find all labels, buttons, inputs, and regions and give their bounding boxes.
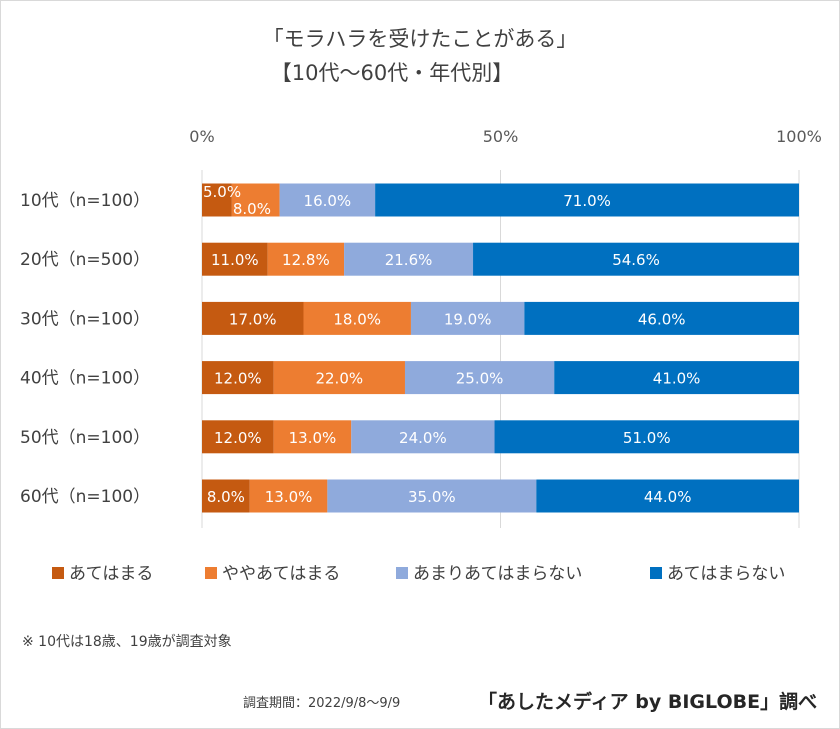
gridlines [201, 170, 800, 528]
legend-label: あてはまる [69, 564, 153, 584]
bar-segment [202, 361, 274, 395]
data-label: 5.0% [203, 183, 241, 201]
data-label: 12.0% [214, 370, 262, 388]
data-label: 46.0% [638, 310, 686, 328]
category-labels: 10代（n=100） 20代（n=500） 30代（n=100） 40代（n=100）… [20, 191, 150, 507]
data-label: 17.0% [229, 310, 277, 328]
bars [202, 183, 799, 513]
category-label: 10代（n=100） [20, 191, 150, 211]
legend-label: あてはまらない [667, 564, 785, 584]
credit: 「あしたメディア by BIGLOBE」調べ [478, 691, 818, 713]
data-label: 41.0% [653, 370, 701, 388]
data-label: 35.0% [408, 488, 456, 506]
bar-segment [303, 301, 411, 335]
bar-segment [410, 301, 525, 335]
bar-segment [344, 242, 474, 276]
legend-swatch [650, 567, 662, 579]
legend-label: あまりあてはまらない [413, 564, 582, 584]
bar-segment [404, 361, 555, 395]
bar-segment [202, 183, 232, 217]
bar-segment [494, 420, 799, 454]
data-label: 19.0% [444, 310, 492, 328]
data-label: 18.0% [333, 310, 381, 328]
data-label: 12.8% [282, 251, 330, 269]
chart-subtitle: 【10代～60代・年代別】 [271, 61, 513, 85]
data-label: 12.0% [214, 429, 262, 447]
bar-segment [202, 242, 268, 276]
chart-title: 「モラハラを受けたことがある」 [263, 27, 578, 51]
footnote: ※ 10代は18歳、19歳が調査対象 [22, 634, 232, 650]
data-label: 22.0% [315, 370, 363, 388]
data-label: 51.0% [623, 429, 671, 447]
bar-segment [202, 420, 274, 454]
x-axis-ticks: 0% 50% 100% [189, 127, 822, 146]
legend-swatch [396, 567, 408, 579]
bar-segment [375, 183, 799, 217]
bar-segment [473, 242, 799, 276]
bar-segment [267, 242, 345, 276]
category-label: 60代（n=100） [20, 487, 150, 507]
data-label: 8.0% [233, 200, 271, 218]
category-label: 50代（n=100） [20, 428, 150, 448]
bar-segment [231, 183, 280, 217]
bar-segment [536, 479, 799, 513]
legend-swatch [52, 567, 64, 579]
bar-segment [327, 479, 537, 513]
bar-segment [202, 479, 250, 513]
data-label: 21.6% [385, 251, 433, 269]
bar-segment [249, 479, 328, 513]
data-label: 54.6% [612, 251, 660, 269]
data-label: 11.0% [211, 251, 259, 269]
data-label: 16.0% [304, 192, 352, 210]
bar-segment [273, 361, 405, 395]
legend-label: ややあてはまる [222, 564, 340, 584]
x-tick-label: 100% [776, 127, 822, 146]
data-labels: 5.0%8.0% 16.0% 71.0%11.0% 12.8% 21.6% 54.6%17… [203, 183, 700, 506]
bar-segment [554, 361, 799, 395]
bar-segment [279, 183, 376, 217]
category-label: 20代（n=500） [20, 250, 150, 270]
legend: あてはまる ややあてはまる あまりあてはまらない あてはまらない [52, 564, 785, 584]
category-label: 30代（n=100） [20, 309, 150, 329]
bar-segment [273, 420, 352, 454]
data-label: 24.0% [399, 429, 447, 447]
data-label: 13.0% [289, 429, 337, 447]
bar-segment [524, 301, 799, 335]
survey-period: 調査期間：2022/9/8～9/9 [243, 696, 401, 711]
data-label: 71.0% [563, 192, 611, 210]
data-label: 8.0% [207, 488, 245, 506]
category-label: 40代（n=100） [20, 369, 150, 389]
data-label: 44.0% [644, 488, 692, 506]
bar-segment [351, 420, 495, 454]
x-tick-label: 50% [483, 127, 519, 146]
x-tick-label: 0% [189, 127, 214, 146]
legend-swatch [205, 567, 217, 579]
data-label: 25.0% [456, 370, 504, 388]
data-label: 13.0% [265, 488, 313, 506]
bar-segment [202, 301, 304, 335]
